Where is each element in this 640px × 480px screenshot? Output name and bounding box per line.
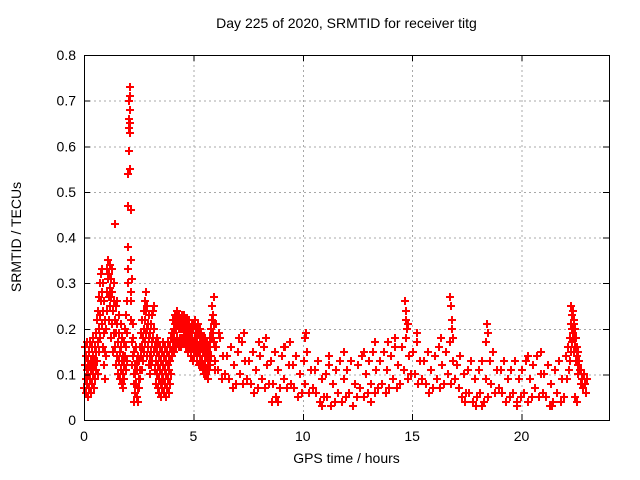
chart-title: Day 225 of 2020, SRMTID for receiver tit…	[216, 15, 477, 31]
y-tick-label: 0	[68, 412, 76, 428]
y-tick-label: 0.6	[57, 138, 77, 154]
y-tick-label: 0.8	[57, 47, 77, 63]
data-points	[80, 83, 591, 410]
y-tick-label: 0.4	[57, 230, 77, 246]
y-tick-label: 0.7	[57, 93, 77, 109]
x-tick-label: 20	[514, 428, 530, 444]
y-tick-label: 0.1	[57, 366, 77, 382]
x-tick-label: 5	[189, 428, 197, 444]
x-axis-label: GPS time / hours	[293, 450, 400, 466]
y-tick-label: 0.2	[57, 321, 77, 337]
y-tick-label: 0.3	[57, 275, 77, 291]
x-tick-label: 10	[295, 428, 311, 444]
y-tick-label: 0.5	[57, 184, 77, 200]
x-tick-label: 15	[404, 428, 420, 444]
x-tick-label: 0	[80, 428, 88, 444]
